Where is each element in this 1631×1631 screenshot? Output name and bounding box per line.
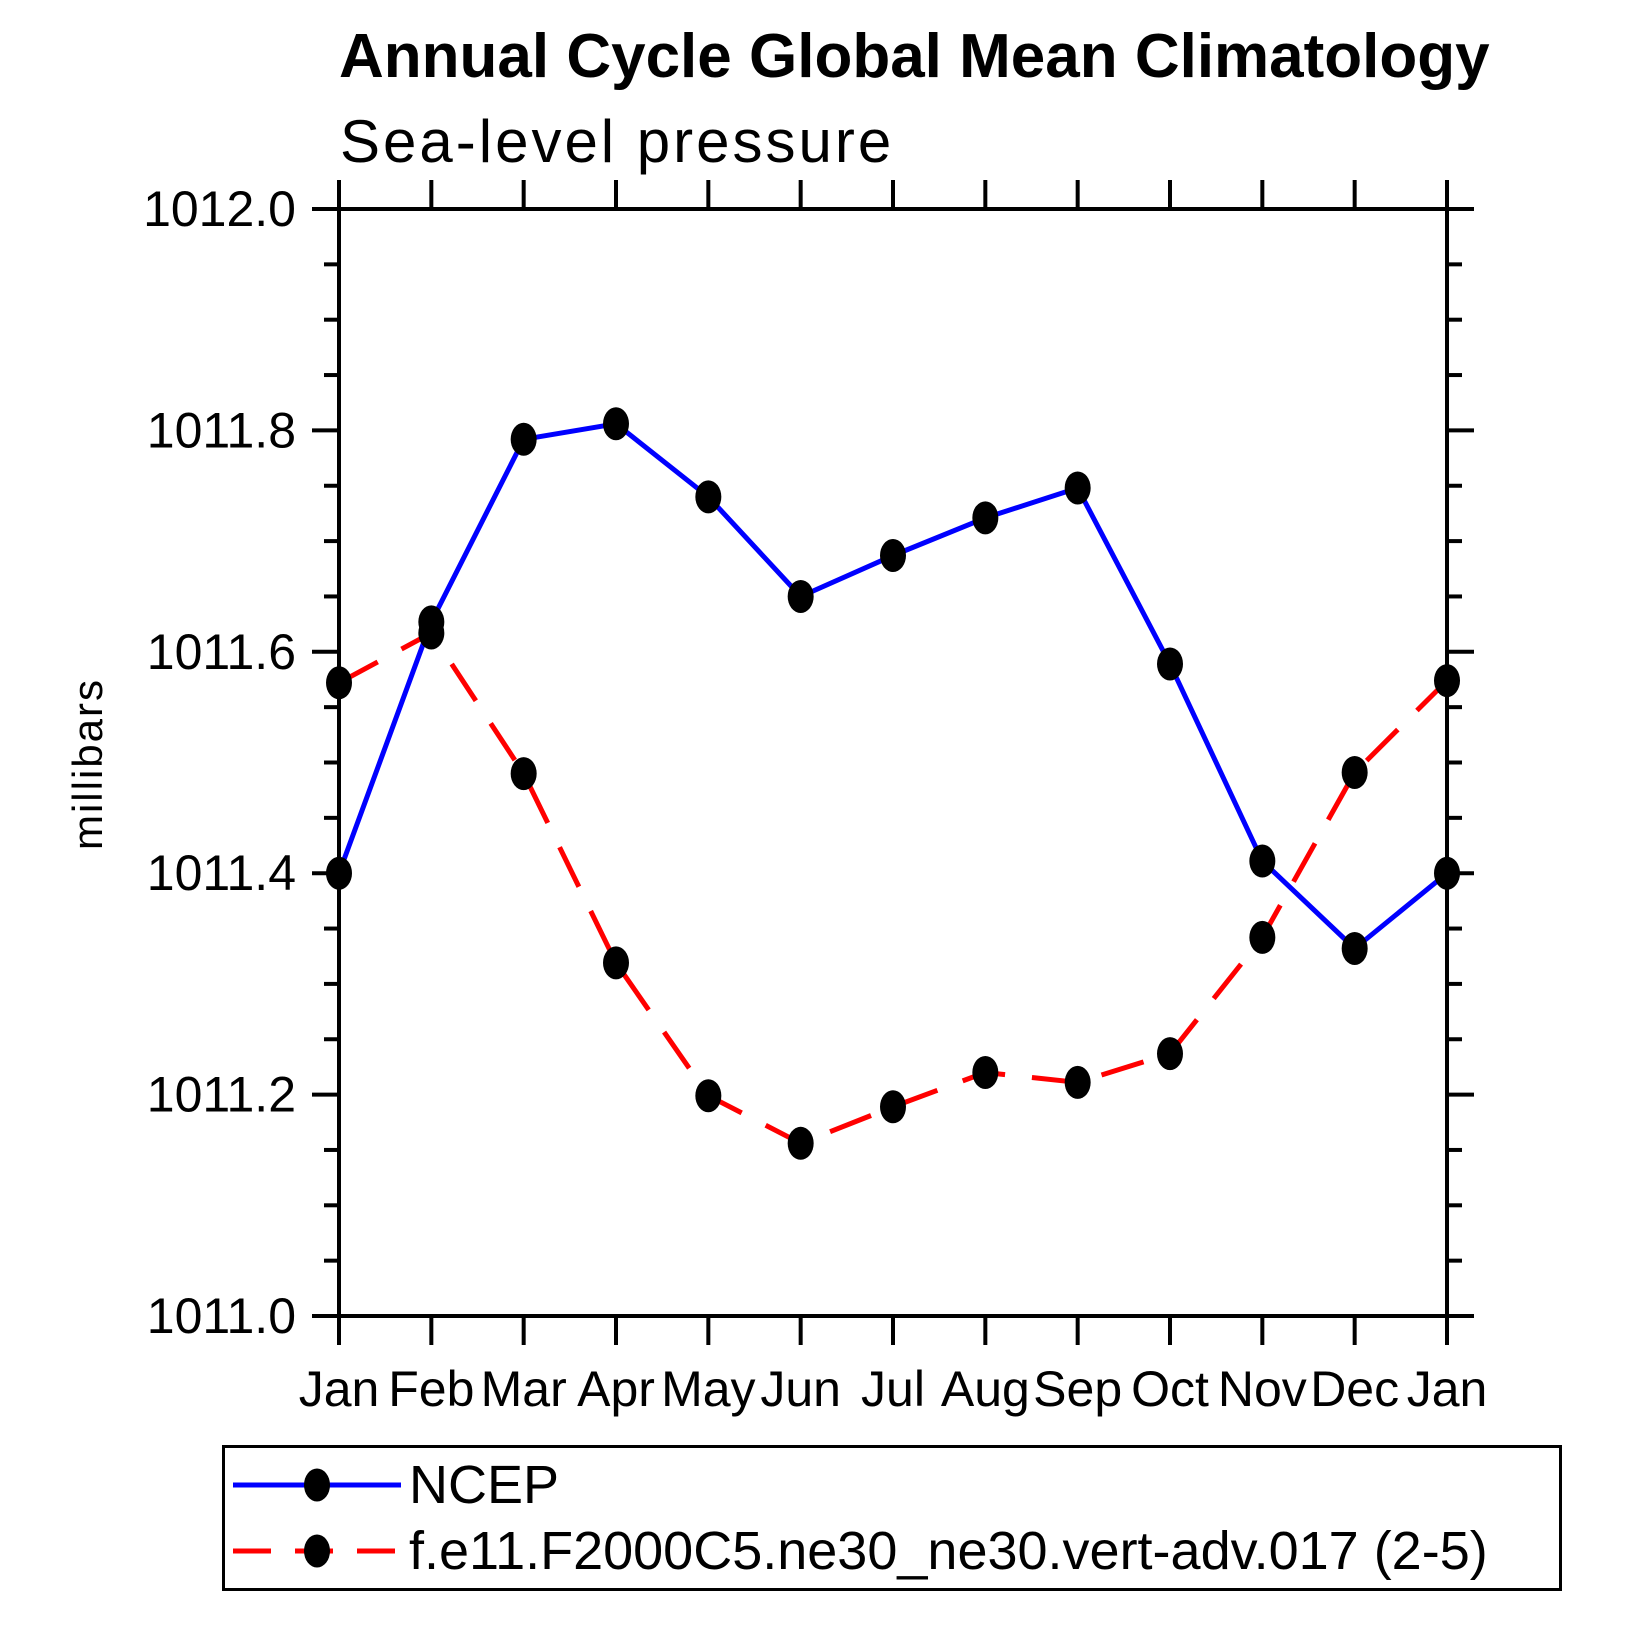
y-tick-label: 1011.2 [147,1067,296,1123]
y-tick-label: 1012.0 [143,181,296,237]
data-point-marker-model [1249,920,1276,954]
legend-entry-ncep: NCEP [229,1458,559,1512]
data-point-marker-ncep [880,538,906,572]
data-point-marker-ncep [695,480,722,514]
data-point-marker-model [510,757,537,791]
data-point-marker-ncep [1341,931,1368,965]
y-tick-label: 1011.4 [147,845,296,901]
data-point-marker-ncep [1064,471,1091,505]
data-point-marker-model [787,1126,814,1160]
legend-swatch-model [233,1534,401,1568]
data-point-marker-ncep [510,422,537,456]
x-tick-label: Mar [481,1361,567,1417]
data-point-marker-model [1341,755,1368,789]
data-point-marker-ncep [787,579,814,613]
data-point-marker-model [695,1079,722,1113]
data-point-marker-ncep [1249,844,1276,878]
series-line-model [337,630,1449,1146]
x-tick-label: May [661,1361,755,1417]
data-point-marker-ncep [1434,856,1460,890]
x-tick-label: Dec [1310,1361,1399,1417]
x-tick-label: Feb [388,1361,474,1417]
legend-marker-icon [304,1534,330,1568]
data-point-marker-ncep [326,856,352,890]
x-tick-label: Aug [941,1361,1030,1417]
legend-label-ncep: NCEP [409,1455,560,1515]
data-point-marker-ncep [1157,647,1183,681]
data-point-marker-model [418,616,445,650]
legend-marker-icon [304,1468,330,1502]
data-point-marker-model [972,1055,999,1089]
legend-swatch-ncep [233,1468,401,1502]
plot-frame [337,207,1449,1318]
data-point-marker-model [1157,1037,1183,1071]
y-tick-label: 1011.6 [147,624,296,680]
x-tick-label: Nov [1218,1361,1307,1417]
x-tick-label: Apr [577,1361,655,1417]
data-point-marker-ncep [603,407,629,441]
chart-subtitle: Sea-level pressure [340,108,895,175]
y-tick-label: 1011.0 [147,1288,296,1344]
x-tick-label: Jul [861,1361,925,1417]
data-point-marker-ncep [972,501,999,535]
x-tick-label: Jun [760,1361,841,1417]
x-tick-label: Jan [299,1361,380,1417]
legend: NCEP f.e11.F2000C5.ne30_ne30.vert-adv.01… [222,1445,1562,1591]
series-line-ncep [336,421,1449,951]
data-point-marker-model [1064,1065,1091,1099]
data-point-marker-model [326,666,352,700]
legend-label-model: f.e11.F2000C5.ne30_ne30.vert-adv.017 (2-… [409,1521,1488,1581]
y-tick-label: 1011.8 [147,402,296,458]
data-point-marker-model [603,946,629,980]
x-tick-label: Sep [1033,1361,1122,1417]
legend-entry-model: f.e11.F2000C5.ne30_ne30.vert-adv.017 (2-… [229,1524,1488,1578]
x-tick-label: Oct [1131,1361,1209,1417]
data-point-marker-model [1434,664,1460,698]
page-title: Annual Cycle Global Mean Climatology [339,22,1490,91]
x-tick-label: Jan [1407,1361,1488,1417]
data-point-marker-model [880,1090,906,1124]
